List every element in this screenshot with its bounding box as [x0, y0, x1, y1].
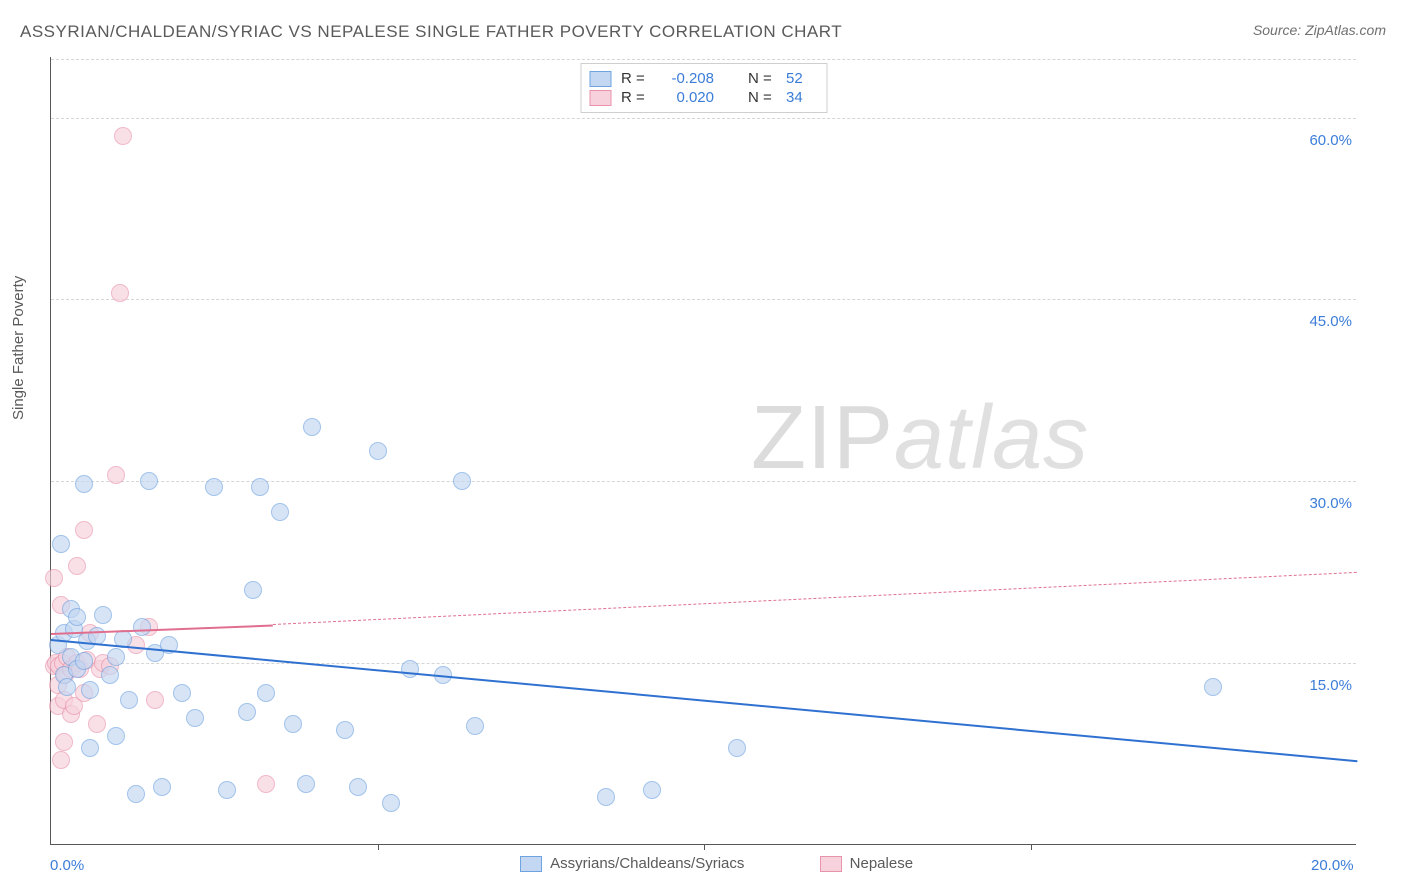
chart-plot-area: ZIPatlas R = -0.208 N = 52 R = 0.020 N = 34 15…	[50, 57, 1356, 845]
data-point	[107, 648, 125, 666]
legend-correlation: R = -0.208 N = 52 R = 0.020 N = 34	[580, 63, 827, 113]
x-tick-label: 0.0%	[50, 857, 84, 874]
data-point	[401, 660, 419, 678]
data-point	[369, 442, 387, 460]
data-point	[284, 715, 302, 733]
data-point	[466, 717, 484, 735]
legend-correlation-row: R = -0.208 N = 52	[589, 70, 818, 87]
legend-swatch	[589, 71, 611, 87]
source-label: Source: ZipAtlas.com	[1253, 22, 1386, 38]
legend-r-value: -0.208	[659, 70, 714, 87]
y-tick-label: 30.0%	[1297, 495, 1352, 512]
data-point	[58, 678, 76, 696]
data-point	[75, 475, 93, 493]
legend-series-item: Nepalese	[820, 855, 913, 872]
data-point	[453, 472, 471, 490]
data-point	[271, 503, 289, 521]
legend-correlation-row: R = 0.020 N = 34	[589, 89, 818, 106]
y-axis-title: Single Father Poverty	[10, 276, 27, 420]
data-point	[257, 775, 275, 793]
data-point	[382, 794, 400, 812]
legend-n-value: 34	[786, 89, 818, 106]
gridline-h	[51, 299, 1356, 300]
legend-n-value: 52	[786, 70, 818, 87]
data-point	[45, 569, 63, 587]
data-point	[114, 127, 132, 145]
data-point	[120, 691, 138, 709]
legend-series-label: Nepalese	[850, 855, 913, 872]
legend-r-label: R =	[621, 89, 649, 106]
data-point	[336, 721, 354, 739]
data-point	[238, 703, 256, 721]
watermark-atlas: atlas	[894, 388, 1089, 488]
y-tick-label: 15.0%	[1297, 677, 1352, 694]
data-point	[68, 557, 86, 575]
gridline-h	[51, 59, 1356, 60]
data-point	[257, 684, 275, 702]
legend-r-label: R =	[621, 70, 649, 87]
x-tick	[704, 844, 705, 850]
data-point	[173, 684, 191, 702]
legend-r-value: 0.020	[659, 89, 714, 106]
data-point	[52, 535, 70, 553]
data-point	[303, 418, 321, 436]
data-point	[297, 775, 315, 793]
data-point	[1204, 678, 1222, 696]
data-point	[140, 472, 158, 490]
watermark-zip: ZIP	[751, 388, 894, 488]
y-tick-label: 60.0%	[1297, 132, 1352, 149]
data-point	[244, 581, 262, 599]
legend-swatch	[820, 856, 842, 872]
legend-swatch	[589, 90, 611, 106]
data-point	[153, 778, 171, 796]
trend-line	[51, 639, 1357, 762]
data-point	[218, 781, 236, 799]
gridline-h	[51, 118, 1356, 119]
data-point	[186, 709, 204, 727]
data-point	[597, 788, 615, 806]
data-point	[127, 785, 145, 803]
data-point	[75, 652, 93, 670]
data-point	[728, 739, 746, 757]
data-point	[133, 618, 151, 636]
legend-series-label: Assyrians/Chaldeans/Syriacs	[550, 855, 744, 872]
x-tick	[1031, 844, 1032, 850]
data-point	[107, 727, 125, 745]
x-tick	[378, 844, 379, 850]
watermark: ZIPatlas	[751, 387, 1089, 490]
data-point	[81, 681, 99, 699]
chart-title: ASSYRIAN/CHALDEAN/SYRIAC VS NEPALESE SIN…	[20, 22, 842, 42]
data-point	[251, 478, 269, 496]
data-point	[107, 466, 125, 484]
data-point	[111, 284, 129, 302]
data-point	[52, 751, 70, 769]
data-point	[94, 606, 112, 624]
data-point	[88, 715, 106, 733]
data-point	[55, 733, 73, 751]
data-point	[205, 478, 223, 496]
trend-line	[273, 572, 1357, 625]
data-point	[68, 608, 86, 626]
gridline-h	[51, 663, 1356, 664]
data-point	[349, 778, 367, 796]
data-point	[643, 781, 661, 799]
gridline-h	[51, 481, 1356, 482]
x-tick-label: 20.0%	[1311, 857, 1354, 874]
y-tick-label: 45.0%	[1297, 313, 1352, 330]
legend-swatch	[520, 856, 542, 872]
data-point	[81, 739, 99, 757]
data-point	[101, 666, 119, 684]
legend-n-label: N =	[748, 70, 776, 87]
legend-n-label: N =	[748, 89, 776, 106]
data-point	[75, 521, 93, 539]
data-point	[146, 691, 164, 709]
legend-series-item: Assyrians/Chaldeans/Syriacs	[520, 855, 744, 872]
